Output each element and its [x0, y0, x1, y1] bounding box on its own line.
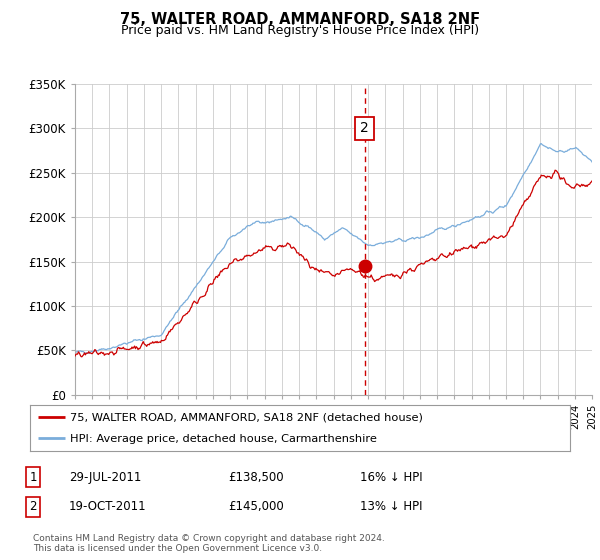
Text: 1: 1: [29, 470, 37, 484]
Text: £138,500: £138,500: [228, 470, 284, 484]
Text: Contains HM Land Registry data © Crown copyright and database right 2024.
This d: Contains HM Land Registry data © Crown c…: [33, 534, 385, 553]
Text: 13% ↓ HPI: 13% ↓ HPI: [360, 500, 422, 514]
Text: 75, WALTER ROAD, AMMANFORD, SA18 2NF (detached house): 75, WALTER ROAD, AMMANFORD, SA18 2NF (de…: [71, 413, 424, 423]
Text: 75, WALTER ROAD, AMMANFORD, SA18 2NF: 75, WALTER ROAD, AMMANFORD, SA18 2NF: [120, 12, 480, 27]
Text: 19-OCT-2011: 19-OCT-2011: [69, 500, 146, 514]
Text: HPI: Average price, detached house, Carmarthenshire: HPI: Average price, detached house, Carm…: [71, 434, 377, 444]
Text: 2: 2: [360, 122, 369, 136]
Text: Price paid vs. HM Land Registry's House Price Index (HPI): Price paid vs. HM Land Registry's House …: [121, 24, 479, 37]
Text: 16% ↓ HPI: 16% ↓ HPI: [360, 470, 422, 484]
Text: 29-JUL-2011: 29-JUL-2011: [69, 470, 142, 484]
Text: £145,000: £145,000: [228, 500, 284, 514]
Text: 2: 2: [29, 500, 37, 514]
